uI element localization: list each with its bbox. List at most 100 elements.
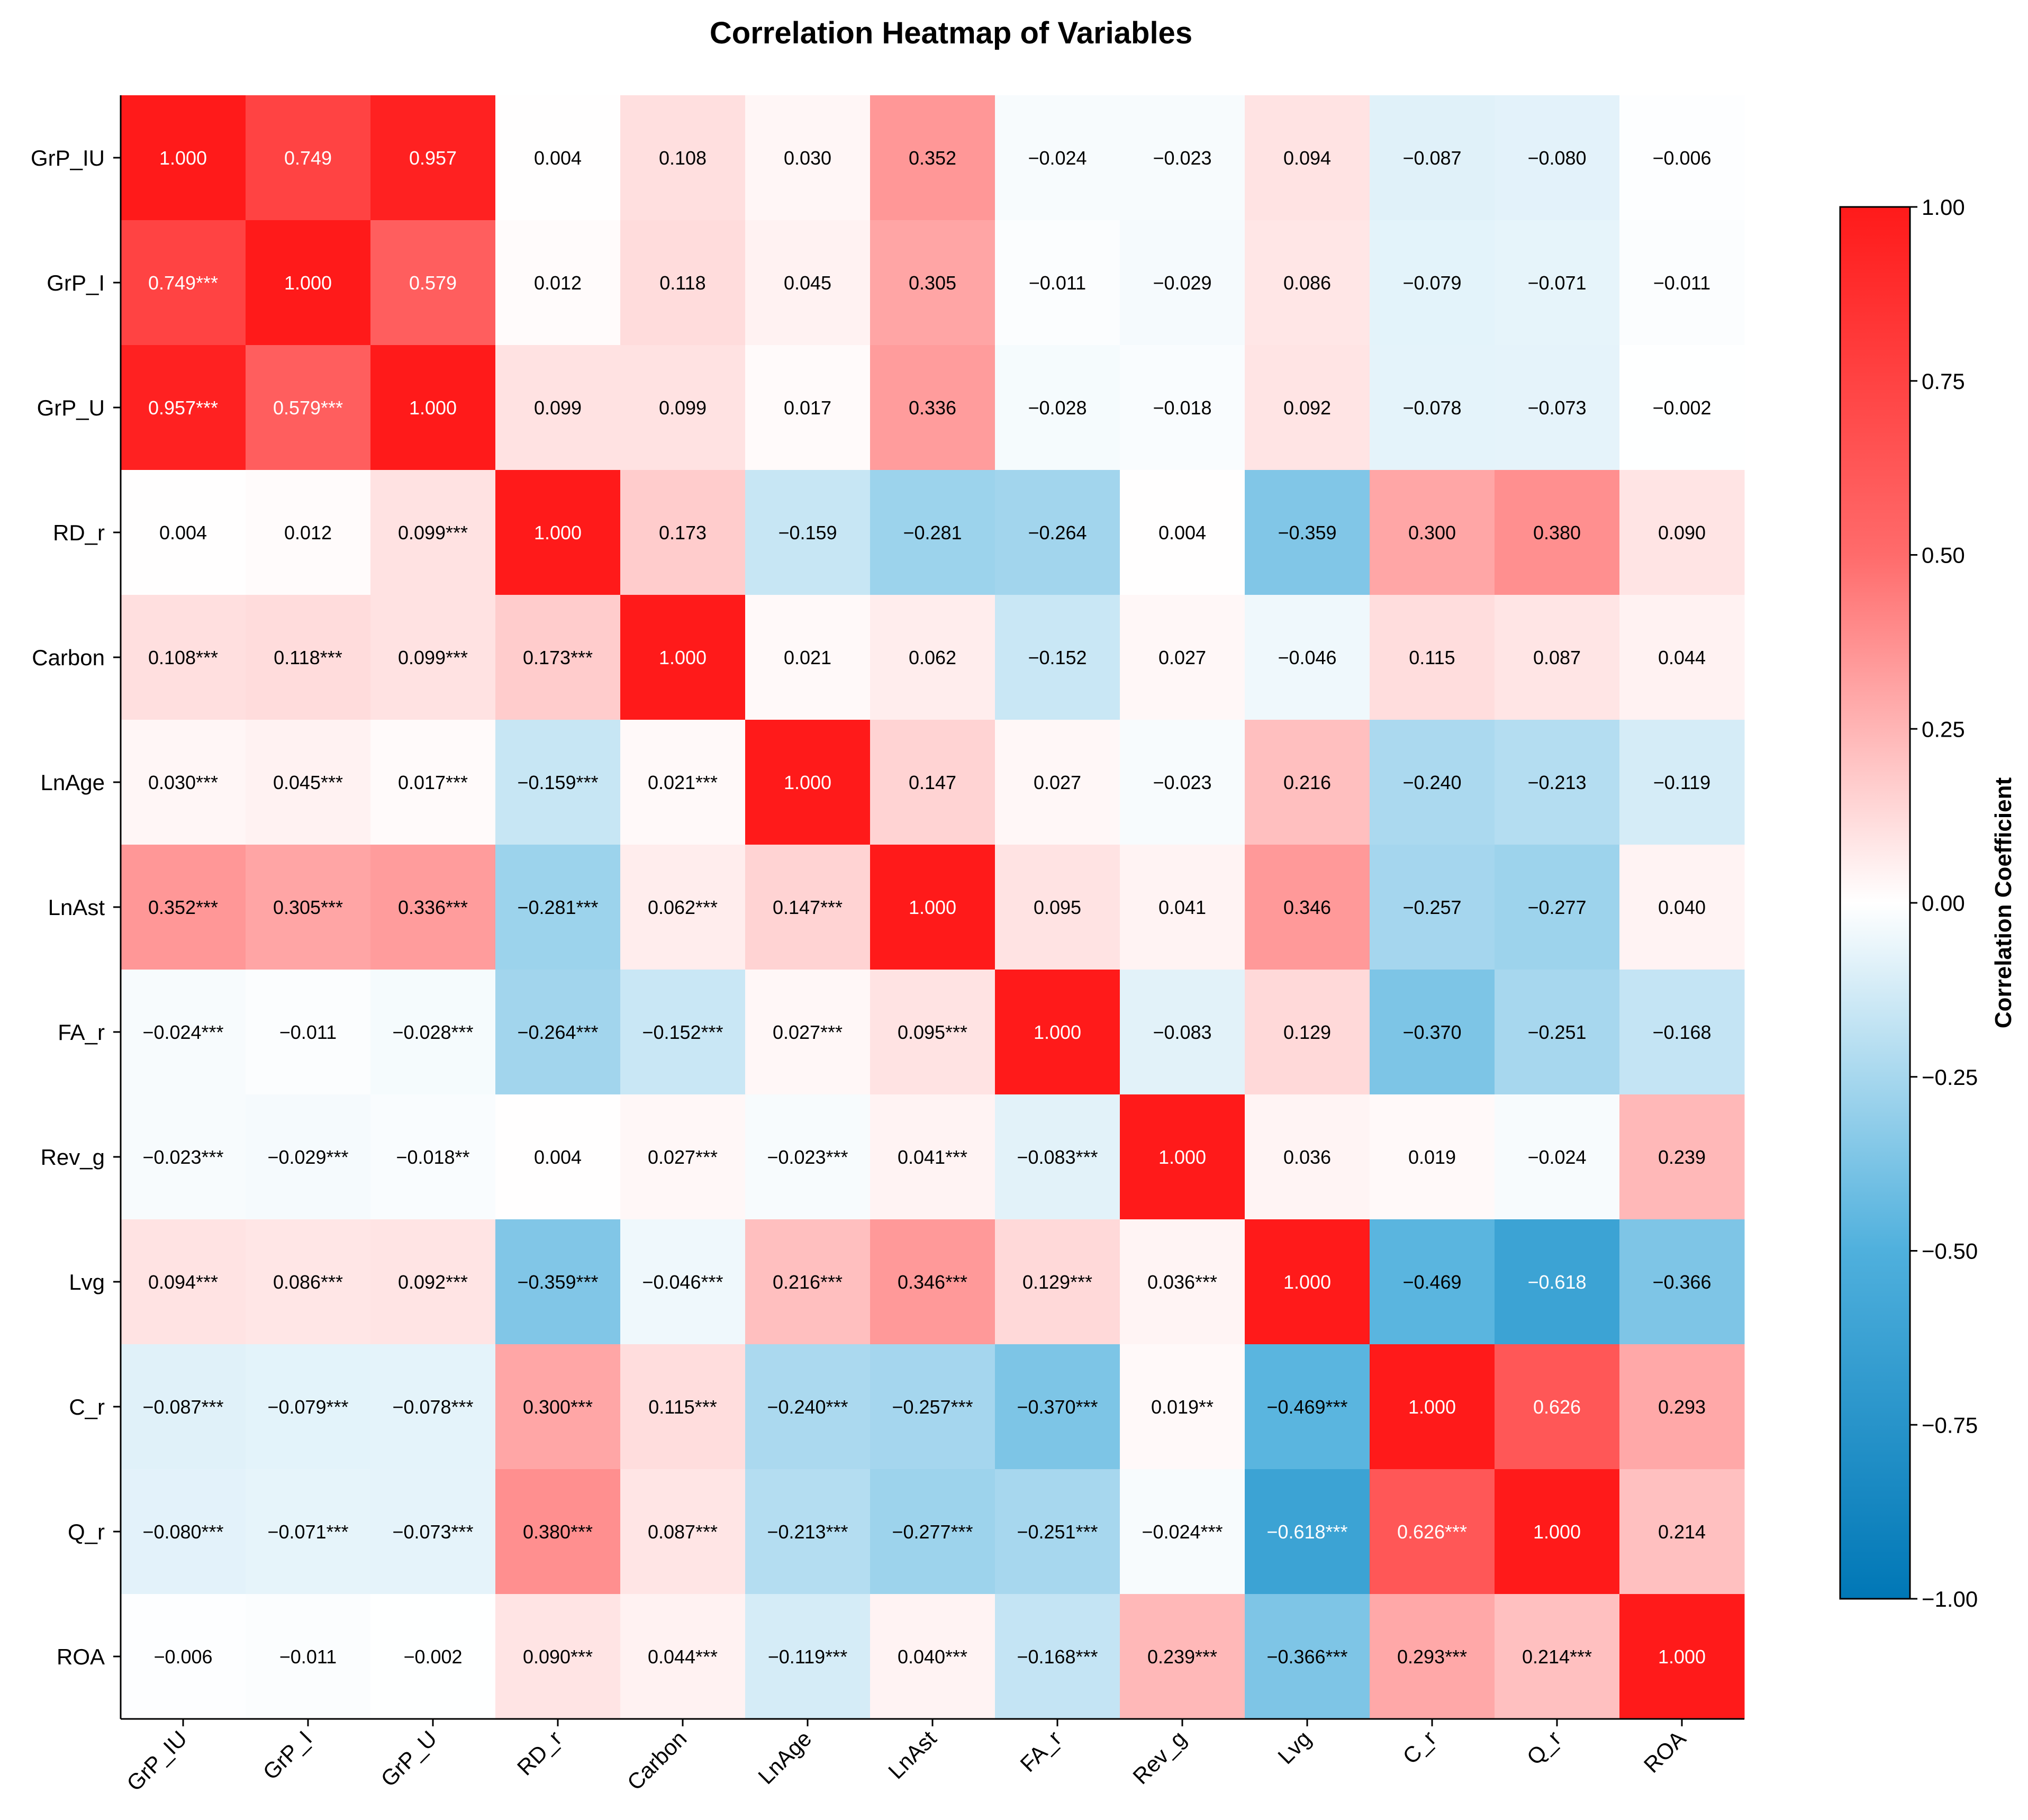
cell-label-c-r-grp-u: −0.078*** <box>392 1396 473 1418</box>
heatmap-cell-rd-r-rev-g <box>1120 470 1245 595</box>
cell-label-q-r-roa: 0.214 <box>1658 1521 1706 1543</box>
heatmap-cell-carbon-rd-r <box>495 595 621 720</box>
cell-label-carbon-c-r: 0.115 <box>1409 647 1455 668</box>
cell-label-grp-iu-q-r: −0.080 <box>1527 147 1586 169</box>
heatmap-cell-rev-g-grp-i <box>246 1094 371 1220</box>
heatmap-cell-lnage-fa-r <box>995 720 1120 845</box>
cell-label-roa-roa: 1.000 <box>1658 1646 1706 1668</box>
heatmap-cell-fa-r-rd-r <box>495 970 621 1095</box>
cell-label-lnage-lvg: 0.216 <box>1283 772 1331 793</box>
heatmap-cell-grp-iu-carbon <box>620 95 746 221</box>
cell-label-rev-g-q-r: −0.024 <box>1527 1146 1586 1168</box>
heatmap-cell-roa-fa-r <box>995 1594 1120 1719</box>
heatmap-cell-fa-r-q-r <box>1495 970 1620 1095</box>
heatmap-cell-grp-i-c-r <box>1370 220 1495 346</box>
heatmap-cell-lnage-q-r <box>1495 720 1620 845</box>
heatmap-cell-lnast-grp-i <box>246 845 371 970</box>
cell-label-rd-r-lvg: −0.359 <box>1278 522 1336 544</box>
cell-label-fa-r-carbon: −0.152*** <box>642 1021 723 1043</box>
heatmap-cell-carbon-grp-u <box>370 595 496 720</box>
cell-label-c-r-roa: 0.293 <box>1658 1396 1706 1418</box>
cell-label-q-r-lvg: −0.618*** <box>1266 1521 1347 1543</box>
heatmap-cell-rd-r-fa-r <box>995 470 1120 595</box>
cell-label-q-r-grp-iu: −0.080*** <box>142 1521 223 1543</box>
heatmap-cell-c-r-c-r <box>1370 1344 1495 1470</box>
heatmap-cell-grp-iu-lnast <box>870 95 995 221</box>
cell-label-c-r-grp-iu: −0.087*** <box>142 1396 223 1418</box>
heatmap-cell-roa-roa <box>1619 1594 1745 1719</box>
y-tick-label-rev-g: Rev_g <box>41 1145 105 1170</box>
heatmap-cell-grp-u-lvg <box>1245 345 1370 470</box>
x-tick-label-grp-iu: GrP_IU <box>122 1726 192 1796</box>
heatmap-cell-grp-u-fa-r <box>995 345 1120 470</box>
cell-label-fa-r-q-r: −0.251 <box>1527 1021 1586 1043</box>
heatmap-cell-c-r-rd-r <box>495 1344 621 1470</box>
cell-label-lnast-c-r: −0.257 <box>1402 897 1461 918</box>
heatmap-cell-c-r-grp-u <box>370 1344 496 1470</box>
y-tick-label-carbon: Carbon <box>32 645 105 670</box>
x-tick-label-rd-r: RD_r <box>512 1726 567 1780</box>
cell-label-roa-grp-iu: −0.006 <box>153 1646 212 1668</box>
heatmap-cell-lvg-grp-i <box>246 1219 371 1345</box>
colorbar-tick-label: −0.25 <box>1922 1065 1978 1090</box>
cell-label-fa-r-grp-i: −0.011 <box>279 1021 337 1043</box>
heatmap-cell-q-r-rd-r <box>495 1469 621 1595</box>
cell-label-grp-i-rev-g: −0.029 <box>1153 272 1211 294</box>
cell-label-grp-u-grp-iu: 0.957*** <box>148 397 218 419</box>
colorbar-tick-label: −0.50 <box>1922 1239 1978 1264</box>
heatmap-cell-fa-r-grp-i <box>246 970 371 1095</box>
cell-label-q-r-fa-r: −0.251*** <box>1017 1521 1098 1543</box>
cell-label-rd-r-fa-r: −0.264 <box>1028 522 1087 544</box>
cell-label-grp-i-lvg: 0.086 <box>1283 272 1331 294</box>
heatmap-cell-carbon-lvg <box>1245 595 1370 720</box>
cell-label-grp-i-q-r: −0.071 <box>1527 272 1586 294</box>
cell-label-rd-r-lnast: −0.281 <box>903 522 962 544</box>
heatmap-cell-carbon-roa <box>1619 595 1745 720</box>
cell-label-rev-g-carbon: 0.027*** <box>648 1146 718 1168</box>
colorbar: 1.00 0.75 0.50 0.25 0.00 −0.25 −0.50 −0.75 −1.00… <box>1839 195 2016 1611</box>
cell-label-carbon-rd-r: 0.173*** <box>523 647 593 668</box>
cell-label-q-r-grp-i: −0.071*** <box>267 1521 348 1543</box>
cell-label-fa-r-rd-r: −0.264*** <box>517 1021 598 1043</box>
heatmap-cell-q-r-fa-r <box>995 1469 1120 1595</box>
y-tick-label-grp-i: GrP_I <box>47 270 105 295</box>
cell-label-grp-u-roa: −0.002 <box>1652 397 1711 419</box>
cell-label-q-r-c-r: 0.626*** <box>1397 1521 1467 1543</box>
heatmap-cell-lnast-carbon <box>620 845 746 970</box>
heatmap-cell-grp-i-lnage <box>745 220 871 346</box>
colorbar-title: Correlation Coefficient <box>1990 777 2016 1029</box>
heatmap-cell-q-r-lvg <box>1245 1469 1370 1595</box>
heatmap-cell-lnage-c-r <box>1370 720 1495 845</box>
heatmap-cell-q-r-c-r <box>1370 1469 1495 1595</box>
heatmap-cell-grp-iu-rd-r <box>495 95 621 221</box>
cell-label-rev-g-fa-r: −0.083*** <box>1017 1146 1098 1168</box>
heatmap-cell-carbon-carbon <box>620 595 746 720</box>
heatmap-cell-roa-lvg <box>1245 1594 1370 1719</box>
cell-label-lvg-lnast: 0.346*** <box>898 1271 967 1293</box>
cell-label-fa-r-grp-u: −0.028*** <box>392 1021 473 1043</box>
cell-label-lnast-grp-u: 0.336*** <box>398 897 468 918</box>
cell-label-carbon-lnage: 0.021 <box>784 647 831 668</box>
chart-title: Correlation Heatmap of Variables <box>710 16 1192 50</box>
cell-label-lnage-rd-r: −0.159*** <box>517 772 598 793</box>
colorbar-tick-label: 0.75 <box>1922 369 1965 394</box>
cell-label-fa-r-c-r: −0.370 <box>1402 1021 1461 1043</box>
heatmap-cell-lvg-lvg <box>1245 1219 1370 1345</box>
heatmap-cell-rd-r-grp-iu <box>121 470 246 595</box>
heatmap-cell-rev-g-lvg <box>1245 1094 1370 1220</box>
heatmap-cell-lnage-grp-u <box>370 720 496 845</box>
cell-label-grp-iu-grp-u: 0.957 <box>409 147 457 169</box>
cell-label-q-r-rd-r: 0.380*** <box>523 1521 593 1543</box>
cell-label-grp-u-fa-r: −0.028 <box>1028 397 1087 419</box>
cell-label-c-r-rd-r: 0.300*** <box>523 1396 593 1418</box>
heatmap-cell-q-r-carbon <box>620 1469 746 1595</box>
cell-label-lvg-carbon: −0.046*** <box>642 1271 723 1293</box>
heatmap-cell-roa-c-r <box>1370 1594 1495 1719</box>
heatmap-cell-lvg-lnage <box>745 1219 871 1345</box>
colorbar-tick-label: −1.00 <box>1922 1587 1978 1611</box>
heatmap-cell-rd-r-carbon <box>620 470 746 595</box>
y-tick-label-roa: ROA <box>57 1644 105 1669</box>
cell-label-q-r-grp-u: −0.073*** <box>392 1521 473 1543</box>
cell-label-roa-lnast: 0.040*** <box>898 1646 967 1668</box>
heatmap-cell-lvg-grp-u <box>370 1219 496 1345</box>
